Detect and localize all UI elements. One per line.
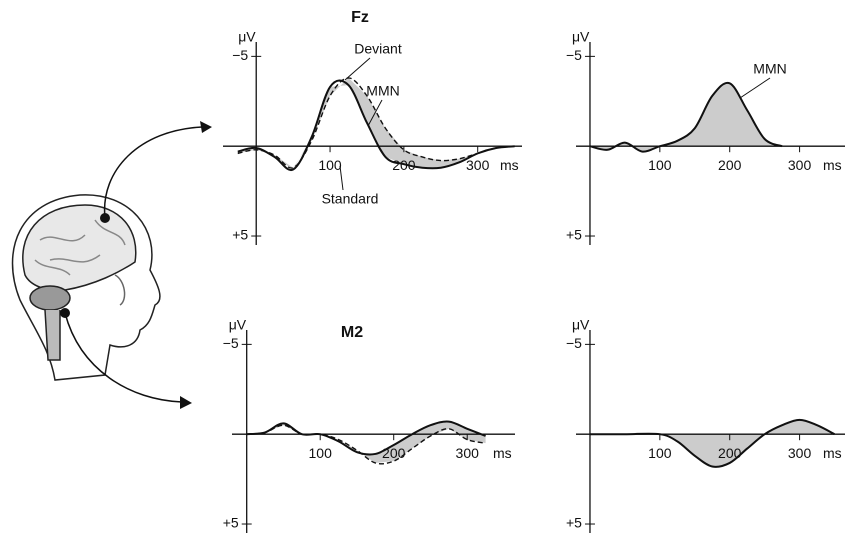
arrowhead bbox=[200, 121, 212, 133]
x-unit: ms bbox=[493, 445, 512, 461]
annotation: MMN bbox=[366, 83, 399, 99]
y-unit: μV bbox=[229, 317, 247, 333]
leader-line bbox=[339, 165, 344, 191]
electrode-fz bbox=[100, 213, 110, 223]
x-unit: ms bbox=[823, 157, 842, 173]
waveform bbox=[237, 77, 515, 169]
x-tick-label: 300 bbox=[788, 445, 812, 461]
annotation: Deviant bbox=[354, 41, 402, 57]
x-tick-label: 100 bbox=[648, 445, 672, 461]
waveform bbox=[589, 81, 783, 153]
x-unit: ms bbox=[500, 157, 519, 173]
x-tick-label: 300 bbox=[466, 157, 490, 173]
head-illustration bbox=[11, 194, 161, 381]
annotation: MMN bbox=[753, 61, 786, 77]
difference-shade bbox=[589, 419, 835, 467]
leader-line bbox=[367, 99, 383, 127]
x-tick-label: 200 bbox=[382, 445, 406, 461]
waveform bbox=[237, 79, 515, 172]
panel-title: Fz bbox=[351, 9, 369, 26]
waveform bbox=[246, 424, 486, 465]
panel: μV ms −5 +5 100 200 300 MMN bbox=[566, 29, 845, 245]
arrows bbox=[64, 126, 203, 403]
y-tick-label: +5 bbox=[223, 515, 239, 531]
leader-line bbox=[739, 77, 771, 99]
panel: μV ms −5 +5 100 200 300 bbox=[566, 317, 845, 533]
x-tick-label: 200 bbox=[718, 445, 742, 461]
y-tick-label: −5 bbox=[223, 335, 239, 351]
y-unit: μV bbox=[572, 317, 590, 333]
y-tick-label: +5 bbox=[566, 515, 582, 531]
arrowhead bbox=[180, 396, 192, 409]
y-tick-label: −5 bbox=[232, 47, 248, 63]
y-unit: μV bbox=[238, 29, 256, 45]
x-tick-label: 300 bbox=[456, 445, 480, 461]
y-tick-label: +5 bbox=[232, 227, 248, 243]
y-unit: μV bbox=[572, 29, 590, 45]
difference-shade bbox=[246, 421, 486, 463]
y-tick-label: −5 bbox=[566, 335, 582, 351]
waveform bbox=[246, 420, 486, 456]
y-tick-label: +5 bbox=[566, 227, 582, 243]
x-unit: ms bbox=[823, 445, 842, 461]
x-tick-label: 100 bbox=[318, 157, 342, 173]
waveform bbox=[589, 418, 835, 468]
annotation: Standard bbox=[322, 191, 379, 207]
panel-title: M2 bbox=[341, 324, 363, 341]
panel: M2 μV ms −5 +5 100 200 300 bbox=[223, 317, 515, 533]
electrode-m2 bbox=[60, 308, 70, 318]
difference-shade bbox=[589, 82, 783, 152]
x-tick-label: 100 bbox=[648, 157, 672, 173]
x-tick-label: 200 bbox=[718, 157, 742, 173]
leader-line bbox=[344, 57, 371, 81]
x-tick-label: 300 bbox=[788, 157, 812, 173]
y-tick-label: −5 bbox=[566, 47, 582, 63]
x-tick-label: 100 bbox=[309, 445, 333, 461]
